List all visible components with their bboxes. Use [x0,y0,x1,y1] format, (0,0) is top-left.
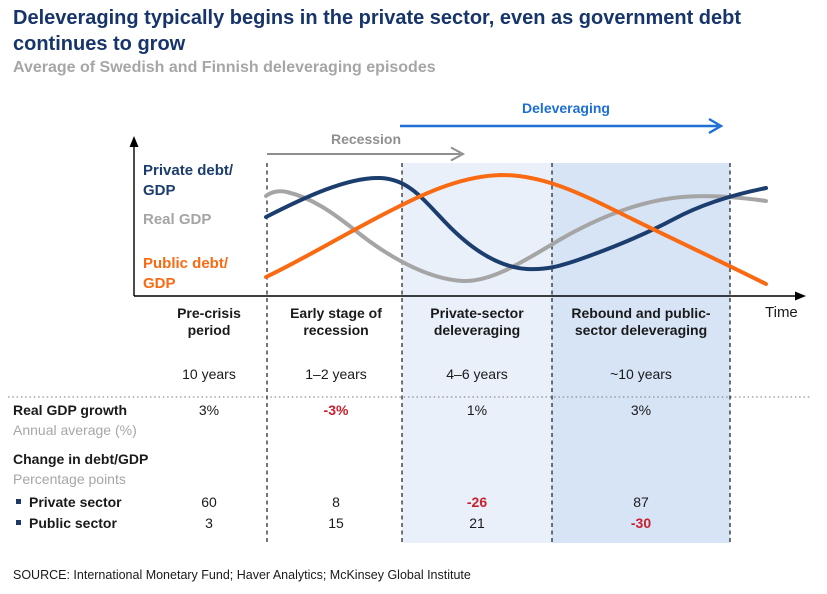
deleveraging-arrow-label: Deleveraging [522,100,610,116]
deleveraging-arrow [400,117,724,135]
phase-duration-rebound: ~10 years [610,366,672,382]
private-sector-value-rebound: 87 [633,494,649,510]
recession-arrow-label: Recession [330,131,402,147]
row-label-real-gdp-growth: Real GDP growth [13,402,128,418]
gdp-growth-value-rebound: 3% [630,402,652,418]
phase-duration-private-deleveraging: 4–6 years [446,366,508,382]
row-sublabel-percentage-points: Percentage points [13,471,126,487]
public-sector-bullet [16,520,21,525]
private-debt-curve [264,175,768,272]
recession-arrow [267,146,466,162]
public-sector-value-private-deleveraging: 21 [469,515,485,531]
y-axis [129,136,139,296]
private-sector-value-private-deleveraging: -26 [466,494,488,510]
real-gdp-label: Real GDP [143,211,212,228]
row-label-change-in-debt: Change in debt/GDP [13,451,149,467]
row-sublabel-annual-average: Annual average (%) [13,422,137,438]
page-subtitle: Average of Swedish and Finnish deleverag… [13,59,436,76]
phase-label-pre-crisis: Pre-crisis period [177,305,241,338]
public-debt-gdp-label: Public debt/ GDP [143,255,229,292]
phase-duration-early-recession: 1–2 years [305,366,367,382]
gdp-growth-value-pre-crisis: 3% [198,402,220,418]
phase-label-private-deleveraging: Private-sector deleveraging [430,305,524,338]
real-gdp-curve [264,189,768,284]
private-debt-gdp-label: Private debt/ GDP [143,162,234,199]
source-line: SOURCE: International Monetary Fund; Hav… [13,568,471,582]
public-sector-value-rebound: -30 [630,515,652,531]
phase-label-early-recession: Early stage of recession [290,305,382,338]
shaded-region-rebound [552,163,730,543]
private-sector-bullet [16,499,21,504]
row-label-public-sector: Public sector [29,515,117,531]
phase-label-rebound: Rebound and public-sector deleveraging [571,305,711,338]
page-title: Deleveraging typically begins in the pri… [13,7,742,55]
public-sector-value-early-recession: 15 [328,515,344,531]
time-axis-label: Time [765,304,798,321]
gdp-growth-value-private-deleveraging: 1% [466,402,488,418]
public-debt-curve [264,172,768,286]
shaded-region-private-deleveraging [402,163,552,543]
x-axis [134,291,806,301]
phase-duration-pre-crisis: 10 years [182,366,236,382]
row-label-private-sector: Private sector [29,494,122,510]
public-sector-value-pre-crisis: 3 [205,515,213,531]
gdp-growth-value-early-recession: -3% [323,402,349,418]
private-sector-value-early-recession: 8 [332,494,340,510]
private-sector-value-pre-crisis: 60 [201,494,217,510]
